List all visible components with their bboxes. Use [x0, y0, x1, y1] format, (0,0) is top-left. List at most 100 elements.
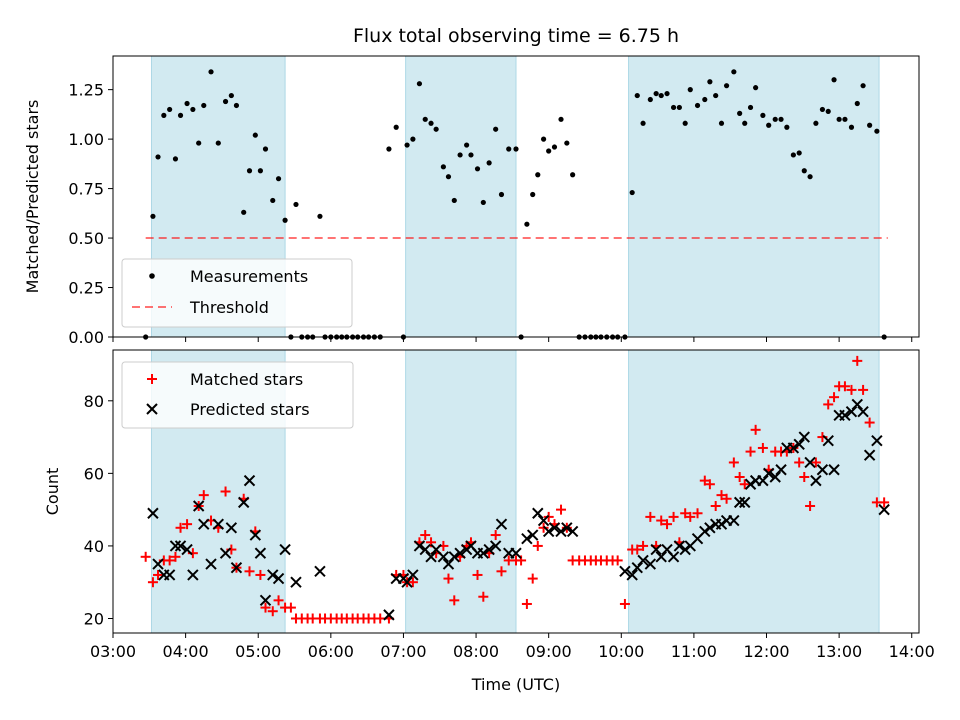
legend-label-matched: Matched stars [190, 370, 303, 389]
predicted-star-point [626, 569, 638, 581]
measurement-point [670, 104, 677, 111]
predicted-star-point [704, 522, 716, 534]
predicted-star-point [205, 558, 217, 570]
shaded-interval [628, 349, 880, 634]
x-axis-label: Time (UTC) [471, 675, 560, 694]
matched-star-point [823, 399, 834, 410]
predicted-star-point [839, 409, 851, 422]
predicted-star-point [249, 529, 262, 541]
measurement-point [540, 136, 547, 142]
measurement-point [493, 126, 499, 132]
predicted-star-point [542, 525, 555, 538]
predicted-star-point [383, 609, 395, 621]
measurement-point [747, 104, 754, 111]
predicted-star-point [174, 540, 187, 552]
matched-star-point [656, 515, 667, 526]
measurement-point [282, 217, 288, 223]
predicted-star-point [787, 442, 800, 454]
matched-star-point [521, 598, 532, 609]
predicted-star-point [407, 569, 419, 581]
predicted-star-point [733, 496, 746, 509]
measurement-point [731, 69, 737, 75]
matched-star-point [472, 569, 483, 580]
predicted-star-point [483, 543, 495, 556]
measurement-point [723, 83, 730, 89]
measurement-point [842, 116, 848, 122]
predicted-star-point [762, 467, 775, 480]
predicted-star-point [237, 496, 250, 509]
matched-star-point [745, 446, 756, 457]
predicted-star-point [810, 474, 822, 487]
x-tick-label: 05:00 [235, 642, 281, 661]
predicted-star-point [878, 503, 890, 516]
x-tick-label: 06:00 [308, 642, 354, 661]
measurement-point [410, 136, 416, 142]
predicted-star-point [225, 522, 238, 534]
top-x-ticks [112, 337, 913, 342]
y-tick-label: 0.00 [68, 328, 104, 347]
measurement-point [293, 201, 299, 208]
measurement-point [222, 98, 229, 105]
predicted-star-point [272, 572, 285, 585]
matched-star-point [680, 508, 691, 519]
predicted-star-point [673, 540, 686, 552]
measurement-point [498, 191, 505, 198]
measurement-point [629, 189, 635, 196]
matched-star-point [543, 511, 554, 522]
x-tick-label: 08:00 [453, 642, 499, 661]
predicted-star-point [679, 543, 691, 556]
y-tick-label: 60 [84, 464, 104, 483]
predicted-star-point [279, 543, 291, 556]
measurement-point [874, 128, 880, 134]
matched-star-point [852, 355, 863, 366]
measurement-point [718, 120, 725, 126]
measurement-point [275, 176, 282, 182]
measurement-point [215, 140, 221, 146]
measurement-point [177, 112, 184, 118]
predicted-star-point [804, 456, 816, 469]
predicted-star-point [775, 464, 787, 476]
y-tick-label: 20 [84, 609, 104, 628]
measurement-point [513, 146, 519, 152]
x-tick-label: 07:00 [380, 642, 426, 661]
measurement-point [831, 77, 837, 83]
measurement-point [819, 106, 826, 113]
measurement-point [262, 146, 269, 152]
predicted-star-point [254, 547, 267, 559]
measurement-point [867, 122, 873, 128]
matched-star-point [645, 511, 656, 522]
predicted-star-point [187, 569, 199, 581]
measurement-point [570, 172, 576, 178]
predicted-star-point [521, 532, 533, 545]
top-legend: Measurements Threshold [121, 258, 353, 328]
measurement-point [246, 168, 253, 174]
predicted-star-point [169, 540, 182, 552]
measurement-point [474, 166, 481, 172]
measurement-point [836, 116, 842, 122]
measurement-point [713, 92, 719, 99]
legend-box [121, 258, 353, 328]
predicted-star-point [477, 547, 490, 559]
bottom-legend: Matched stars Predicted stars [121, 361, 354, 429]
predicted-star-point [548, 522, 561, 534]
predicted-star-point [442, 558, 455, 570]
predicted-star-point [845, 405, 858, 418]
measurement-point [778, 116, 784, 122]
matched-star-point [449, 595, 460, 606]
matched-star-point [267, 606, 278, 617]
matched-star-point [799, 471, 810, 482]
legend-label-predicted: Predicted stars [190, 400, 310, 419]
predicted-star-point [650, 543, 662, 556]
measurement-point [150, 213, 156, 219]
measurement-point [737, 110, 743, 116]
measurement-point [155, 154, 161, 160]
predicted-star-point [243, 474, 256, 487]
matched-star-point [612, 555, 623, 566]
matched-star-point [794, 457, 805, 468]
predicted-star-point [769, 471, 781, 483]
matched-star-point [864, 417, 875, 428]
predicted-star-point [816, 464, 829, 476]
predicted-star-point [655, 551, 667, 563]
measurement-point [161, 112, 167, 118]
matched-star-point [810, 457, 821, 468]
